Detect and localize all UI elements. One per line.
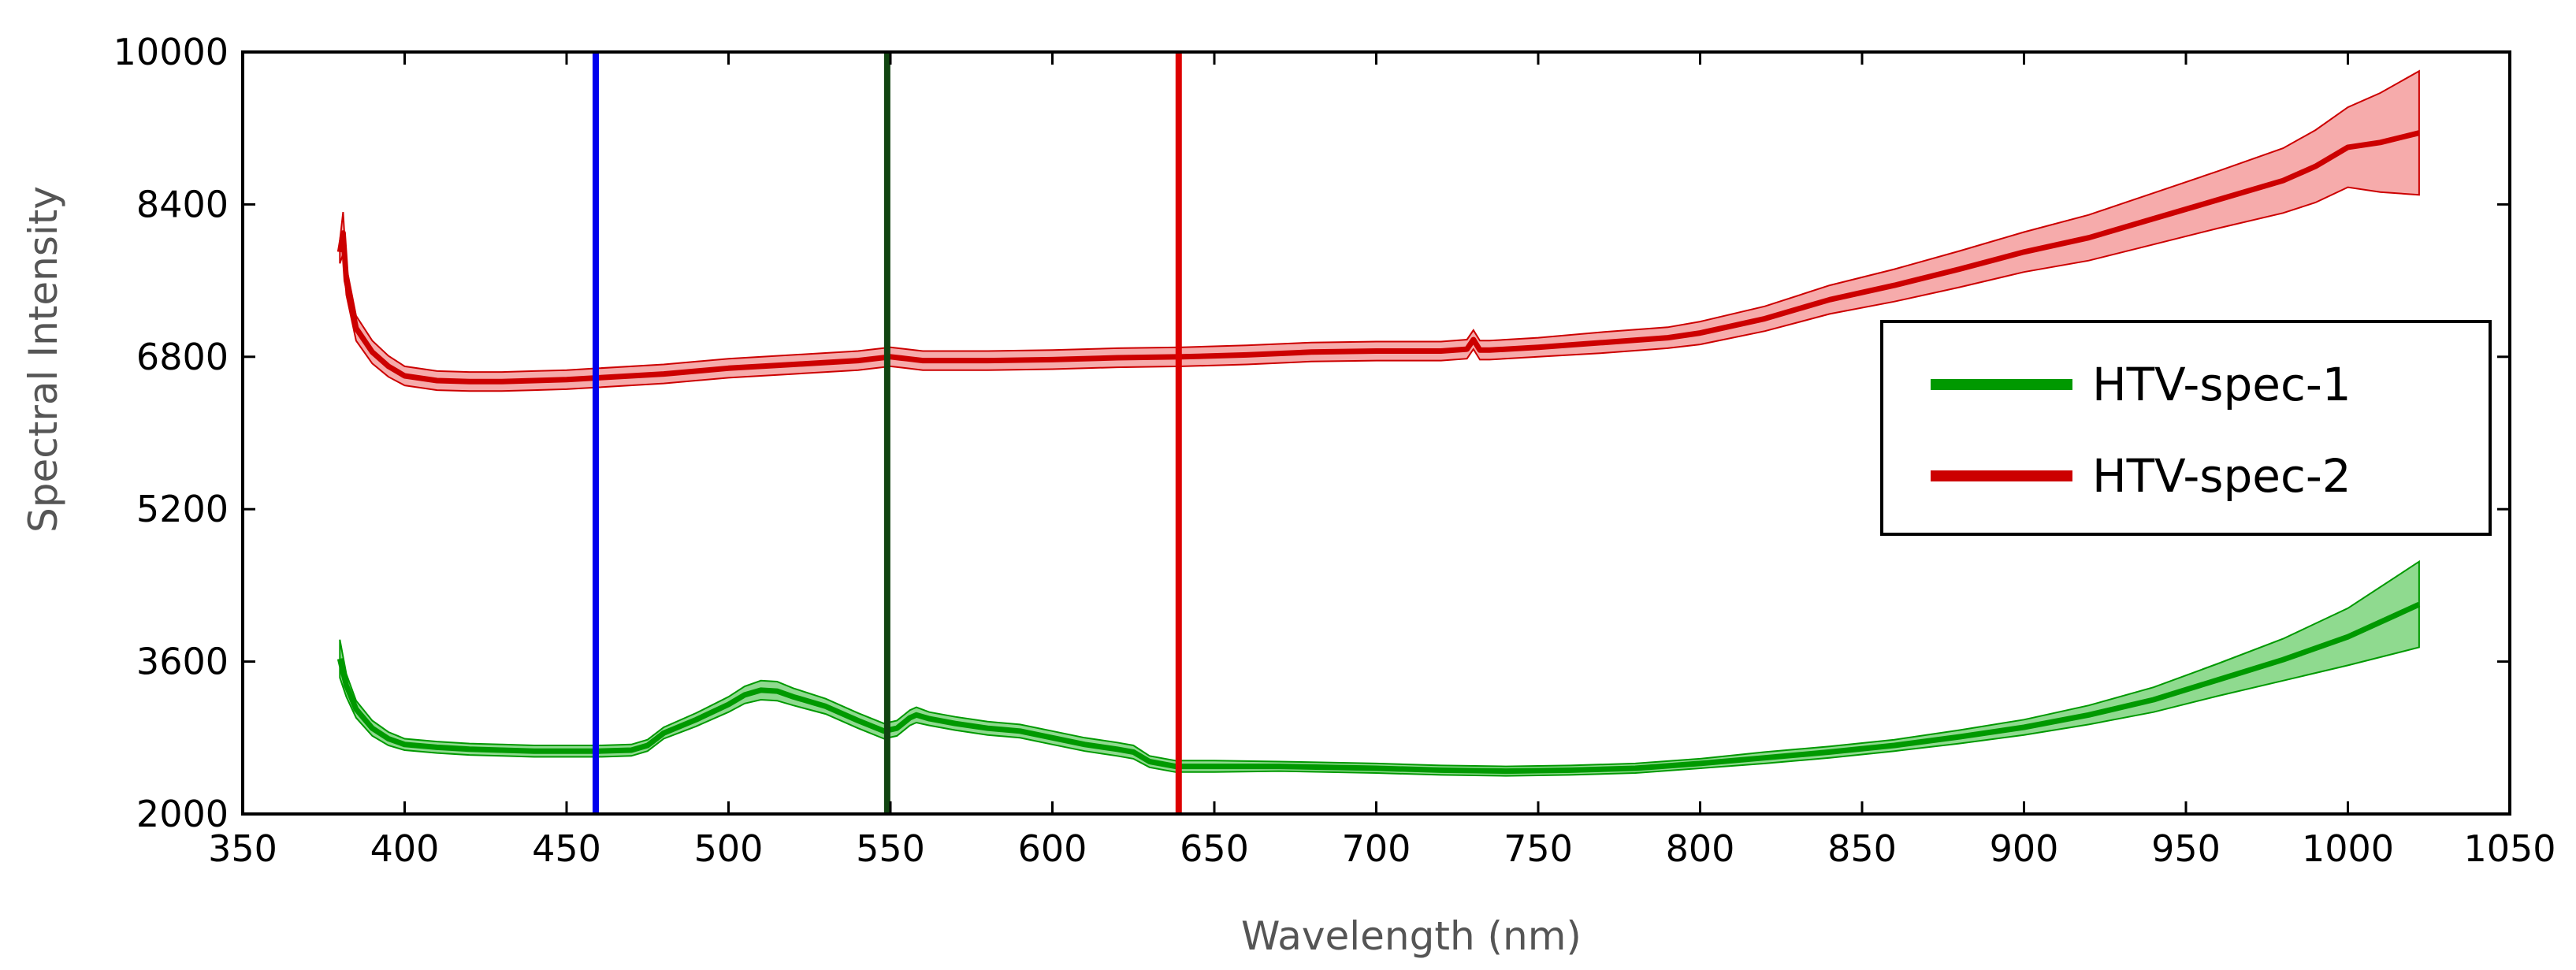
- y-tick-label-5200: 5200: [136, 488, 229, 530]
- legend-label-htv-spec-2: HTV-spec-2: [2092, 449, 2351, 503]
- y-axis-title: Spectral Intensity: [20, 186, 66, 533]
- x-tick-label-550: 550: [856, 827, 925, 870]
- x-tick-label-1000: 1000: [2302, 827, 2394, 870]
- x-tick-label-400: 400: [370, 827, 440, 870]
- x-tick-label-1050: 1050: [2463, 827, 2556, 870]
- line-htv-spec-1: [336, 601, 2421, 775]
- axes: 350 400 450 500 550 600 650 700 750 800 850 900 950 1…: [113, 31, 2556, 870]
- x-tick-label-650: 650: [1180, 827, 1249, 870]
- x-tick-label-950: 950: [2151, 827, 2221, 870]
- x-tick-label-750: 750: [1504, 827, 1573, 870]
- y-tick-label-10000: 10000: [113, 31, 229, 73]
- x-tick-label-450: 450: [532, 827, 601, 870]
- legend-box: [1880, 320, 2492, 536]
- y-tick-label-6800: 6800: [136, 336, 229, 378]
- y-tick-label-3600: 3600: [136, 641, 229, 683]
- legend: HTV-spec-1 HTV-spec-2: [1880, 320, 2492, 536]
- x-tick-label-900: 900: [1990, 827, 2059, 870]
- x-tick-label-350: 350: [208, 827, 277, 870]
- line-htv-spec-2: [336, 130, 2420, 385]
- x-tick-label-800: 800: [1666, 827, 1735, 870]
- x-tick-label-700: 700: [1342, 827, 1411, 870]
- x-tick-label-500: 500: [694, 827, 764, 870]
- y-tick-label-8400: 8400: [136, 183, 229, 225]
- band-htv-spec-2: [339, 69, 2420, 392]
- legend-label-htv-spec-1: HTV-spec-1: [2092, 358, 2351, 411]
- y-tick-label-2000: 2000: [136, 793, 229, 835]
- x-tick-label-850: 850: [1827, 827, 1897, 870]
- x-axis-title: Wavelength (nm): [1241, 913, 1582, 959]
- plot-area: [336, 52, 2421, 814]
- x-tick-label-600: 600: [1018, 827, 1087, 870]
